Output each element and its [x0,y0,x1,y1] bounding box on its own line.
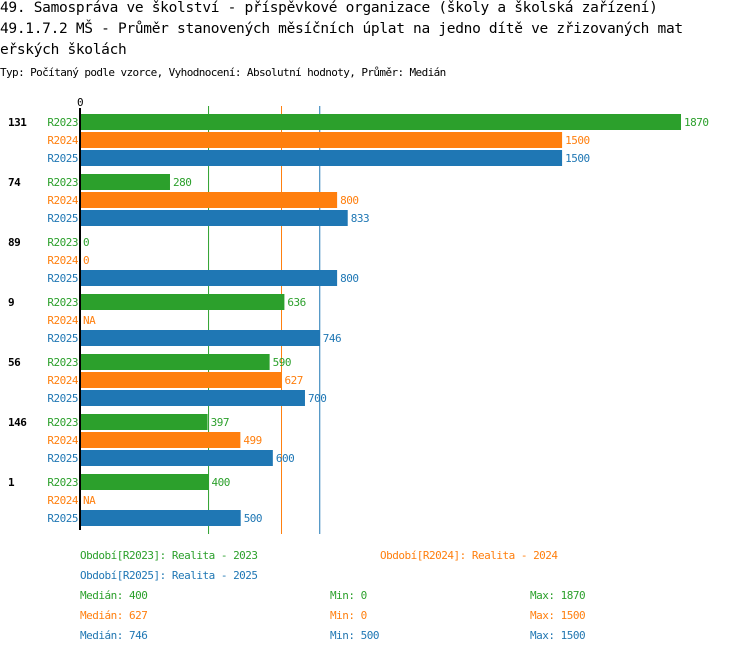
bar [81,114,681,130]
series-label: R2023 [47,356,78,369]
category-label: 56 [8,356,21,369]
data-label: 1500 [565,152,590,165]
bar [81,270,338,286]
data-label: 590 [273,356,291,369]
data-label: 0 [83,254,89,267]
bar [81,210,348,226]
series-label: R2025 [47,392,78,405]
bar [81,294,285,310]
series-label: R2023 [47,416,78,429]
series-label: R2025 [47,452,78,465]
title-line-3: eřských školách [0,42,127,58]
data-label: 800 [340,194,358,207]
legend-period-r2024: Období[R2024]: Realita - 2024 [380,549,558,562]
data-label: 746 [323,332,341,345]
category-label: 131 [8,116,27,129]
min-r2025: Min: 500 [330,629,379,642]
subtitle: Typ: Počítaný podle vzorce, Vyhodnocení:… [0,66,446,79]
series-label: R2024 [47,314,78,327]
data-label: 700 [308,392,326,405]
series-label: R2024 [47,494,78,507]
series-label: R2023 [47,296,78,309]
data-label: 1500 [565,134,590,147]
series-label: R2023 [47,116,78,129]
max-r2025: Max: 1500 [530,629,586,642]
bar [81,390,305,406]
data-label: 600 [276,452,294,465]
series-label: R2025 [47,152,78,165]
median-r2023: Medián: 400 [80,589,148,602]
data-label: NA [83,494,96,507]
series-label: R2024 [47,254,78,267]
bar [81,150,563,166]
median-r2025: Medián: 746 [80,629,148,642]
data-label: 1870 [684,116,709,129]
median-r2024: Medián: 627 [80,609,148,622]
min-r2024: Min: 0 [330,609,367,622]
title-line-1: 49. Samospráva ve školství - příspěvkové… [0,0,658,16]
series-label: R2025 [47,272,78,285]
data-label: 627 [285,374,303,387]
bar [81,372,282,388]
data-label: 397 [211,416,229,429]
series-label: R2023 [47,476,78,489]
series-label: R2025 [47,332,78,345]
bar [81,132,563,148]
category-label: 74 [8,176,21,189]
legend-period-r2025: Období[R2025]: Realita - 2025 [80,569,258,582]
data-label: 636 [287,296,305,309]
series-label: R2025 [47,512,78,525]
series-label: R2025 [47,212,78,225]
data-label: 800 [340,272,358,285]
series-label: R2024 [47,374,78,387]
category-label: 1 [8,476,15,489]
max-r2023: Max: 1870 [530,589,586,602]
data-label: 280 [173,176,191,189]
bar [81,474,209,490]
max-r2024: Max: 1500 [530,609,586,622]
data-label: 499 [243,434,261,447]
category-label: 146 [8,416,27,429]
bar [81,432,241,448]
data-label: 400 [212,476,230,489]
title-line-2: 49.1.7.2 MŠ - Průměr stanovených měsíční… [0,21,683,37]
series-label: R2024 [47,194,78,207]
bar [81,330,320,346]
bar [81,450,273,466]
data-label: NA [83,314,96,327]
bar [81,192,338,208]
series-label: R2023 [47,236,78,249]
data-label: 833 [351,212,369,225]
series-label: R2024 [47,134,78,147]
bar [81,414,208,430]
series-label: R2023 [47,176,78,189]
data-label: 0 [83,236,89,249]
bar [81,510,241,526]
axis-zero-label: 0 [77,96,83,109]
legend-period-r2023: Období[R2023]: Realita - 2023 [80,549,258,562]
min-r2023: Min: 0 [330,589,367,602]
bar [81,354,270,370]
category-label: 89 [8,236,20,249]
series-label: R2024 [47,434,78,447]
bar [81,174,170,190]
category-label: 9 [8,296,14,309]
data-label: 500 [244,512,262,525]
